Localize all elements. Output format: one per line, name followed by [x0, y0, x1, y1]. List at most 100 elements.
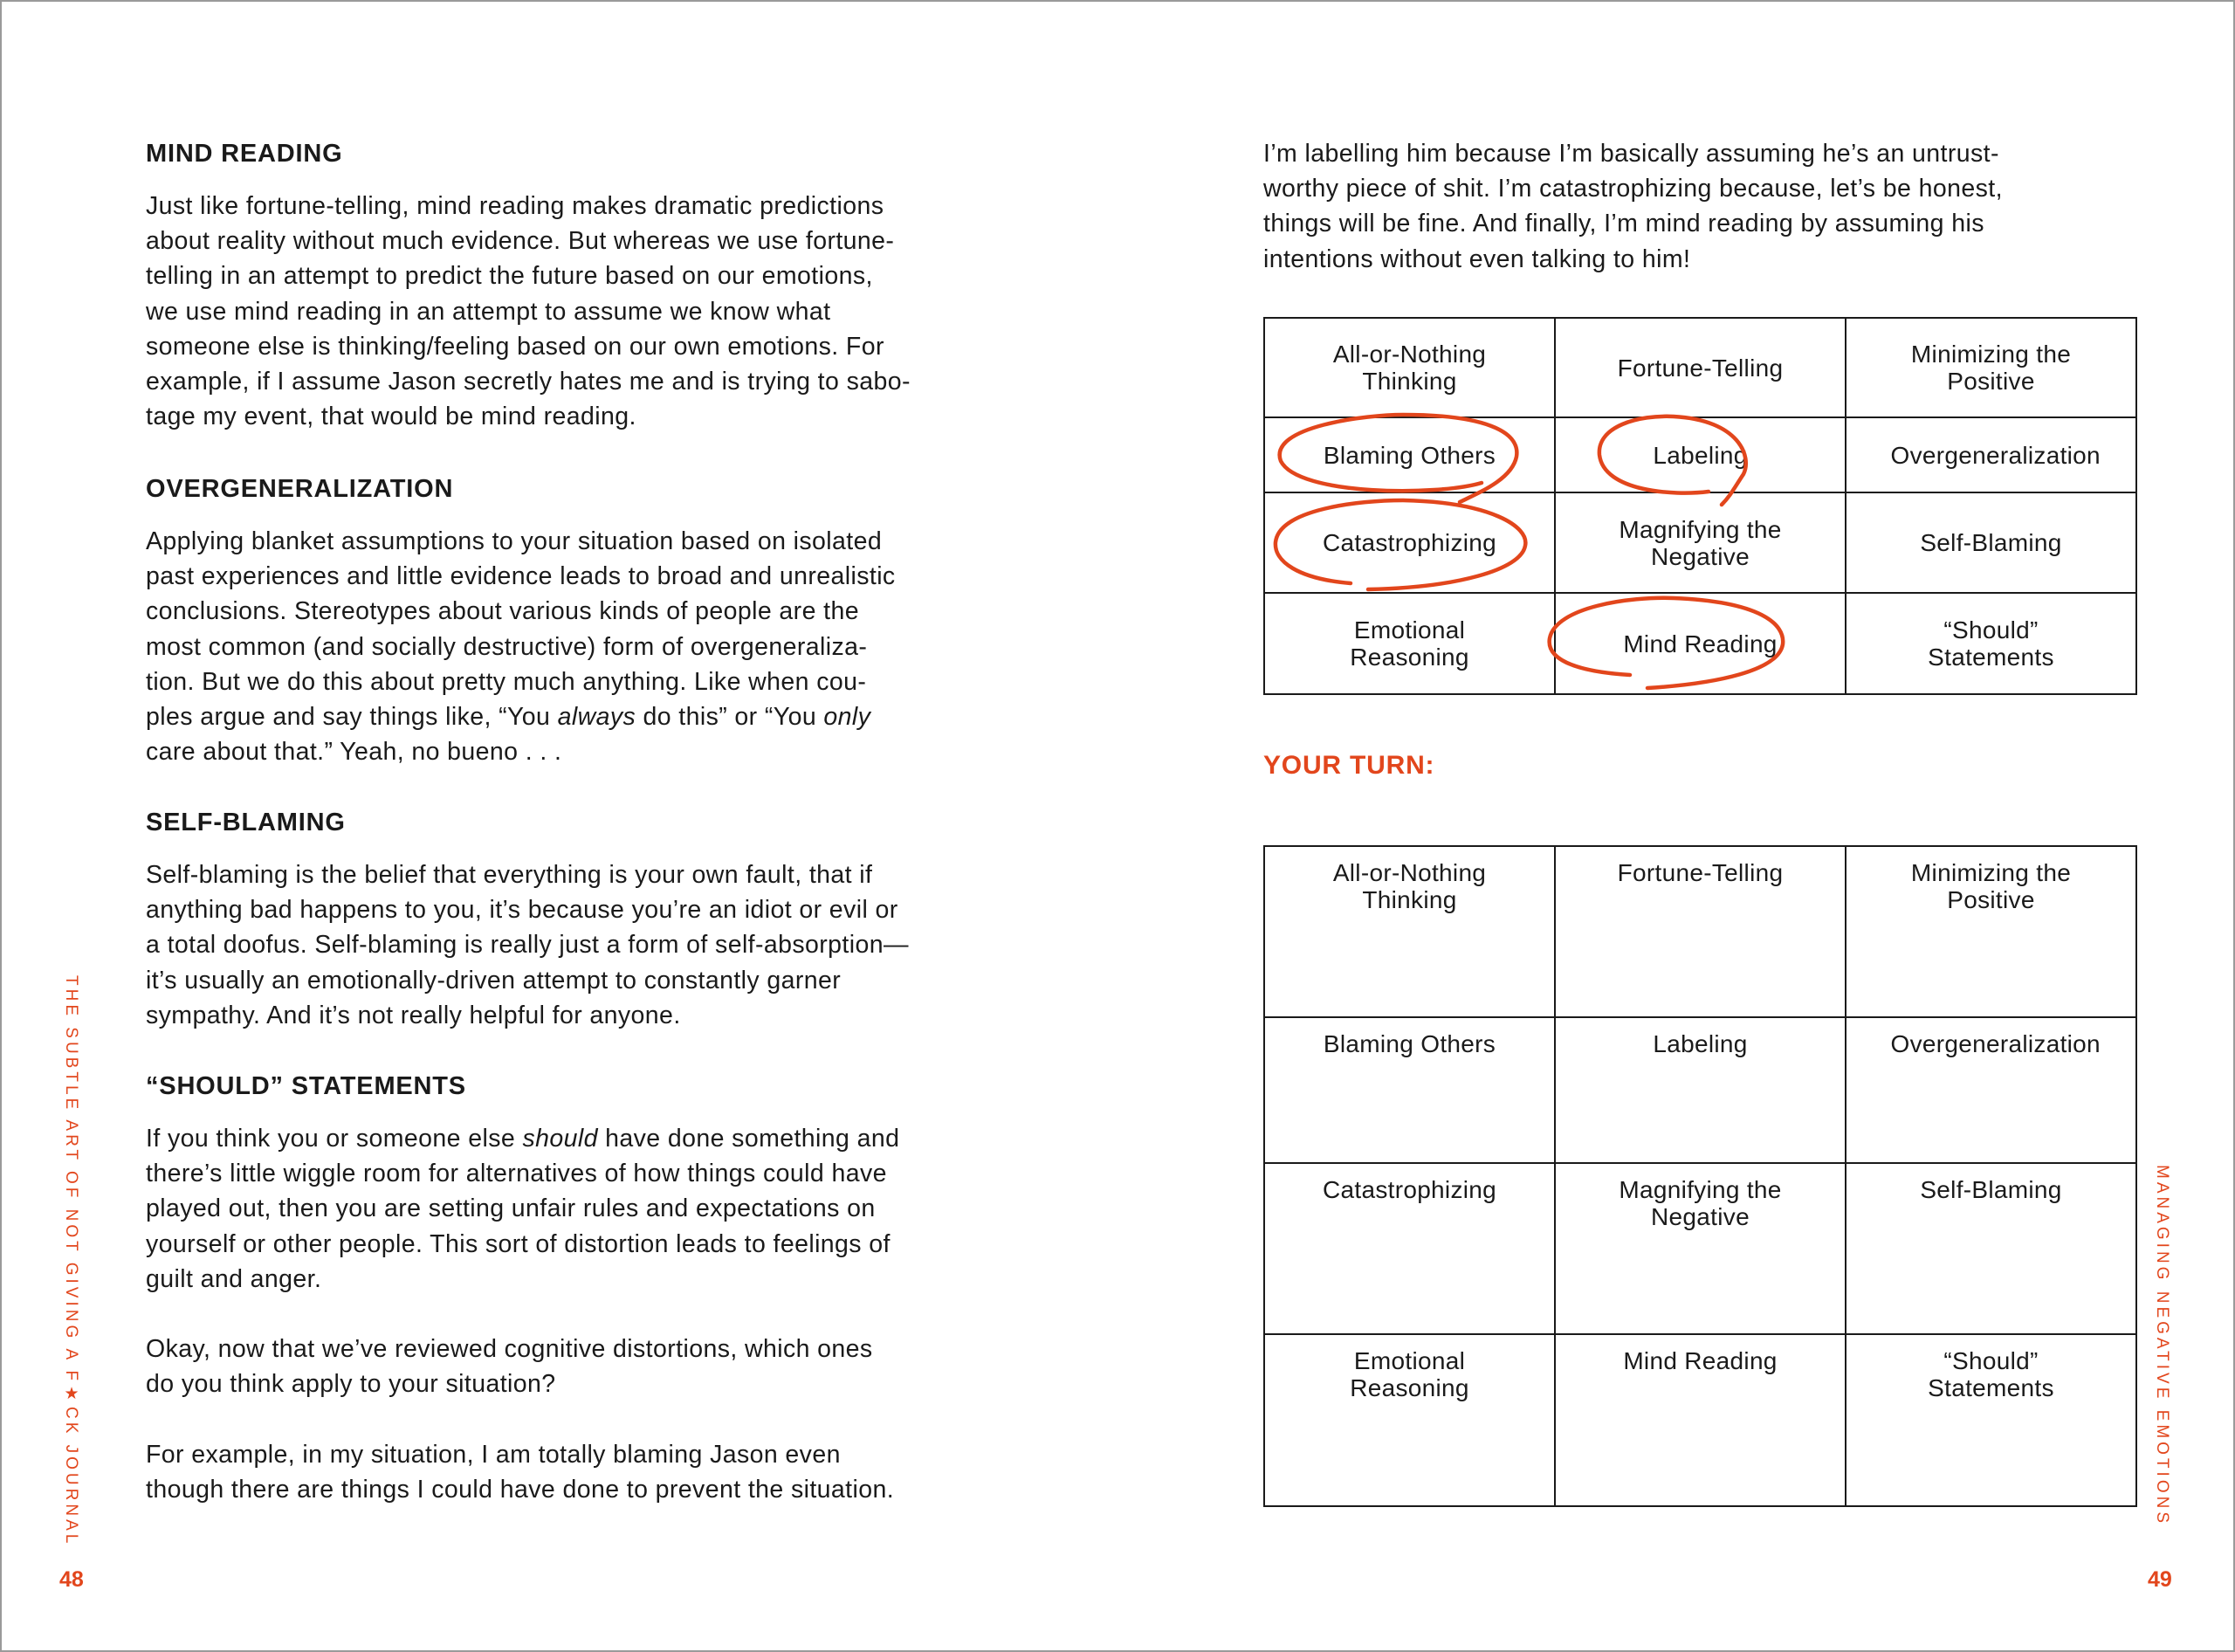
text-line: care about that.” Yeah, no bueno . . .: [146, 738, 562, 767]
cell-label: Labeling: [1653, 441, 1748, 469]
text-line: ples argue and say things like, “You alw…: [146, 699, 975, 734]
cell-label: Magnifying the Negative: [1619, 515, 1782, 570]
distortion-cell[interactable]: All-or-Nothing Thinking: [1263, 845, 1556, 1018]
text-line: played out, then you are setting unfair …: [146, 1194, 876, 1223]
cell-label: Self-Blaming: [1920, 1176, 2062, 1203]
section-heading: OVERGENERALIZATION: [146, 475, 454, 503]
cell-label: All-or-Nothing Thinking: [1332, 859, 1487, 913]
table-row: Blaming Others Labeling Overgeneralization: [1263, 416, 2137, 493]
text-line: I’m labelling him because I’m basically …: [1263, 140, 1999, 168]
left-page-body: MIND READING Just like fortune-telling, m…: [146, 0, 975, 1652]
right-page-intro: I’m labelling him because I’m basically …: [1263, 136, 2093, 277]
text-line: someone else is thinking/feeling based o…: [146, 332, 884, 361]
distortion-cell: Self-Blaming: [1845, 492, 2137, 594]
distortion-cell[interactable]: Blaming Others: [1263, 1016, 1556, 1164]
cell-label: Self-Blaming: [1920, 529, 2062, 556]
distortion-cell: Labeling: [1554, 416, 1846, 493]
distortion-cell[interactable]: Fortune-Telling: [1554, 845, 1846, 1018]
text-line: If you think you or someone else should …: [146, 1121, 975, 1156]
distortion-cell[interactable]: “Should” Statements: [1845, 1333, 2137, 1507]
text-line: yourself or other people. This sort of d…: [146, 1229, 891, 1258]
cell-label: Mind Reading: [1623, 630, 1778, 657]
text-line: we use mind reading in an attempt to ass…: [146, 297, 831, 326]
cell-label: Magnifying the Negative: [1619, 1176, 1782, 1230]
table-row: All-or-Nothing Thinking Fortune-Telling Mi…: [1263, 845, 2137, 1018]
table-row: Catastrophizing Magnifying the Negative Se…: [1263, 492, 2137, 594]
text-line: telling in an attempt to predict the fut…: [146, 262, 873, 291]
cell-label: All-or-Nothing Thinking: [1332, 341, 1487, 395]
italic-text: should: [522, 1125, 598, 1153]
page-number-right: 49: [2148, 1567, 2172, 1592]
cell-label: Overgeneralization: [1890, 1030, 2101, 1057]
distortion-cell[interactable]: Mind Reading: [1554, 1333, 1846, 1507]
table-row: All-or-Nothing Thinking Fortune-Telling Mi…: [1263, 317, 2137, 418]
text-line: it’s usually an emotionally-driven attem…: [146, 966, 842, 995]
example-distortion-table: All-or-Nothing Thinking Fortune-Telling Mi…: [1263, 317, 2137, 695]
text-line: there’s little wiggle room for alternati…: [146, 1160, 887, 1188]
chapter-running-head: MANAGING NEGATIVE EMOTIONS: [2153, 1165, 2171, 1527]
cell-label: “Should” Statements: [1928, 616, 2054, 671]
italic-text: only: [823, 702, 871, 731]
cell-label: Emotional Reasoning: [1350, 1347, 1469, 1401]
distortion-cell[interactable]: Catastrophizing: [1263, 1162, 1556, 1335]
text-segment: ples argue and say things like, “You: [146, 702, 558, 731]
distortion-cell[interactable]: Minimizing the Positive: [1845, 845, 2137, 1018]
section-heading: “SHOULD” STATEMENTS: [146, 1072, 466, 1100]
cell-label: Catastrophizing: [1322, 529, 1497, 556]
text-line: past experiences and little evidence lea…: [146, 562, 896, 591]
text-line: most common (and socially destructive) f…: [146, 632, 868, 661]
section: For example, in my situation, I am total…: [146, 1437, 975, 1507]
table-row: Emotional Reasoning Mind Reading “Should” …: [1263, 1333, 2137, 1507]
text-segment: have done something and: [597, 1125, 900, 1153]
text-line: intentions without even talking to him!: [1263, 244, 1691, 273]
section: MIND READING Just like fortune-telling, m…: [146, 136, 975, 434]
table-row: Emotional Reasoning Mind Reading “Should” …: [1263, 592, 2137, 695]
distortion-cell[interactable]: Self-Blaming: [1845, 1162, 2137, 1335]
cell-label: Catastrophizing: [1322, 1176, 1497, 1203]
distortion-cell[interactable]: Labeling: [1554, 1016, 1846, 1164]
distortion-cell[interactable]: Overgeneralization: [1845, 1016, 2137, 1164]
section: OVERGENERALIZATION Applying blanket assum…: [146, 472, 975, 769]
table-row: Catastrophizing Magnifying the Negative Se…: [1263, 1162, 2137, 1335]
cell-label: Labeling: [1653, 1030, 1748, 1057]
cell-label: Fortune-Telling: [1617, 859, 1784, 886]
text-segment: do this” or “You: [636, 702, 824, 731]
distortion-cell: Fortune-Telling: [1554, 317, 1846, 418]
cell-label: Overgeneralization: [1890, 441, 2101, 469]
distortion-cell: “Should” Statements: [1845, 592, 2137, 695]
text-line: sympathy. And it’s not really helpful fo…: [146, 1001, 681, 1029]
distortion-cell: Emotional Reasoning: [1263, 592, 1556, 695]
text-line: Okay, now that we’ve reviewed cognitive …: [146, 1335, 873, 1363]
text-line: guilt and anger.: [146, 1264, 322, 1293]
text-line: example, if I assume Jason secretly hate…: [146, 367, 911, 396]
text-line: worthy piece of shit. I’m catastrophizin…: [1263, 175, 2003, 203]
distortion-cell[interactable]: Magnifying the Negative: [1554, 1162, 1846, 1335]
section: Okay, now that we’ve reviewed cognitive …: [146, 1332, 975, 1401]
text-line: Applying blanket assumptions to your sit…: [146, 527, 883, 555]
text-line: things will be fine. And finally, I’m mi…: [1263, 210, 1984, 238]
text-line: a total doofus. Self-blaming is really j…: [146, 931, 909, 960]
text-line: Just like fortune-telling, mind reading …: [146, 192, 884, 220]
text-line: anything bad happens to you, it’s becaus…: [146, 896, 898, 925]
section-heading: SELF-BLAMING: [146, 809, 346, 836]
distortion-cell: Magnifying the Negative: [1554, 492, 1846, 594]
distortion-cell[interactable]: Emotional Reasoning: [1263, 1333, 1556, 1507]
table-row: Blaming Others Labeling Overgeneralization: [1263, 1016, 2137, 1164]
text-line: tage my event, that would be mind readin…: [146, 403, 636, 431]
distortion-cell: Catastrophizing: [1263, 492, 1556, 594]
text-segment: If you think you or someone else: [146, 1125, 523, 1153]
distortion-cell: Mind Reading: [1554, 592, 1846, 695]
text-line: For example, in my situation, I am total…: [146, 1441, 841, 1469]
text-line: though there are things I could have don…: [146, 1476, 895, 1504]
worksheet-distortion-table[interactable]: All-or-Nothing Thinking Fortune-Telling Mi…: [1263, 845, 2137, 1507]
cell-label: “Should” Statements: [1928, 1347, 2054, 1401]
italic-text: always: [557, 702, 636, 731]
section-heading: MIND READING: [146, 140, 343, 168]
cell-label: Fortune-Telling: [1617, 354, 1784, 382]
cell-label: Minimizing the Positive: [1910, 859, 2072, 913]
distortion-cell: Blaming Others: [1263, 416, 1556, 493]
text-line: tion. But we do this about pretty much a…: [146, 667, 867, 696]
book-title-running-head: THE SUBTLE ART OF NOT GIVING A F★CK JOUR…: [62, 975, 80, 1547]
page-number-left: 48: [59, 1567, 84, 1592]
